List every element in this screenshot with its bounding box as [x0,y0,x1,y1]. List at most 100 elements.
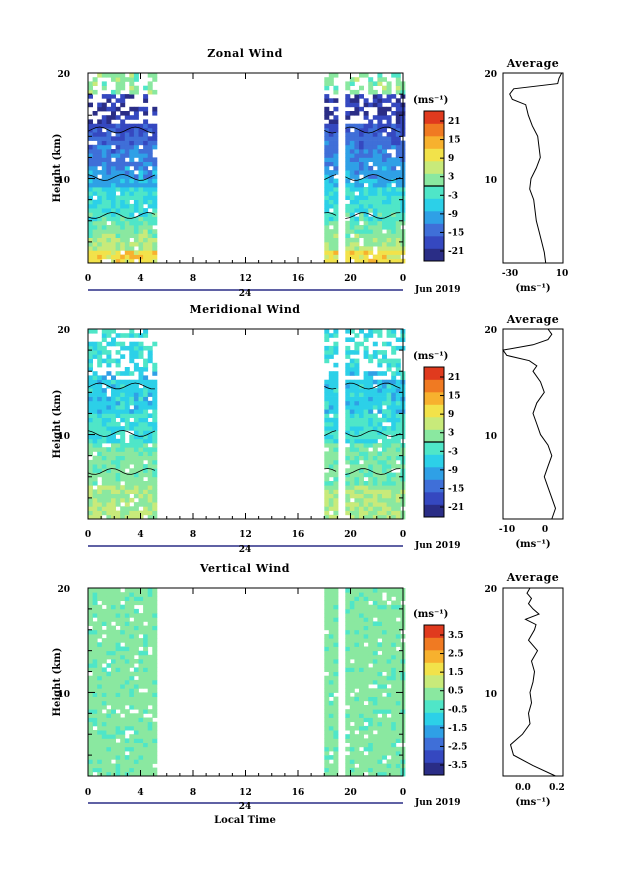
heatmap-cell [354,700,360,706]
heatmap-cell [106,638,112,643]
heatmap-cell [395,345,401,351]
heatmap-cell [368,634,374,639]
heatmap-cell [354,671,360,677]
heatmap-cell [345,187,351,192]
heatmap-cell [92,717,98,723]
heatmap-cell [143,634,149,639]
heatmap-cell [147,153,153,158]
heatmap-cell [138,497,144,503]
heatmap-cell [147,759,153,764]
heatmap-cell [97,667,103,672]
heatmap-cell [324,405,330,410]
heatmap-cell [395,755,401,760]
heatmap-cell [152,182,158,188]
heatmap-cell [324,485,330,490]
heatmap-cell [328,625,334,631]
heatmap-cell [377,350,383,355]
heatmap-cell [349,144,355,150]
heatmap-cell [372,497,378,503]
heatmap-cell [97,750,103,756]
colorbar-tick-label: 21 [448,373,461,383]
heatmap-cell [88,746,93,752]
heatmap-cell [101,115,107,120]
heatmap-cell [368,638,374,643]
heatmap-cell [138,417,144,423]
heatmap-cell [111,755,116,760]
heatmap-cell [115,98,121,103]
heatmap-cell [363,755,369,760]
heatmap-cell [377,700,383,706]
heatmap-cell [115,233,121,238]
heatmap-cell [349,246,355,251]
heatmap-cell [328,405,334,410]
heatmap-cell [88,413,93,418]
heatmap-cell [395,493,401,499]
heatmap-cell [133,77,139,82]
colorbar-step [424,467,444,480]
heatmap-cell [359,502,364,507]
heatmap-cell [386,638,392,643]
heatmap-cell [377,165,383,171]
heatmap-cell [143,430,149,435]
heatmap-cell [328,136,334,141]
heatmap-cell [324,413,330,418]
heatmap-cell [386,216,392,222]
heatmap-cell [133,383,139,389]
heatmap-cell [120,392,126,397]
heatmap-cell [152,421,158,427]
heatmap-cell [359,625,364,631]
heatmap-cell [395,763,401,769]
heatmap-cell [391,771,397,777]
heatmap-cell [120,654,126,660]
heatmap-cell [97,447,103,452]
heatmap-cell [111,725,116,731]
heatmap-cell [106,203,112,209]
profile-title: Average [506,57,560,70]
heatmap-cell [328,734,334,739]
heatmap-cell [359,208,364,213]
heatmap-cell [333,191,339,196]
heatmap-cell [152,730,158,735]
heatmap-cell [386,392,392,397]
heatmap-cell [138,400,144,406]
heatmap-cell [129,409,135,414]
heatmap-cell [359,430,364,435]
heatmap-cell [395,447,401,452]
heatmap-cell [395,392,401,397]
heatmap-cell [386,123,392,129]
heatmap-cell [391,506,397,511]
heatmap-cell [333,170,339,175]
heatmap-cell [152,621,158,626]
heatmap-cell [354,413,360,418]
heatmap-cell [152,417,158,423]
heatmap-cell [324,705,330,710]
heatmap-cell [345,85,351,91]
heatmap-cell [349,77,355,82]
heatmap-cell [147,246,153,251]
heatmap-cell [106,426,112,431]
heatmap-cell [92,497,98,503]
heatmap-cell [152,136,158,141]
heatmap-cell [92,464,98,469]
heatmap-cell [106,187,112,192]
heatmap-cell [143,468,149,473]
heatmap-cell [88,178,93,184]
heatmap-cell [92,371,98,376]
heatmap-cell [368,392,374,397]
heatmap-cell [395,337,401,342]
heatmap-cell [359,94,364,99]
heatmap-cell [124,405,130,410]
heatmap-cell [324,613,330,618]
heatmap-cell [92,688,98,693]
heatmap-cell [324,763,330,769]
heatmap-cell [386,654,392,660]
heatmap-cell [129,684,135,689]
heatmap-cell [97,434,103,440]
colorbar-step [424,442,444,455]
heatmap-cell [115,73,121,78]
heatmap-cell [101,178,107,184]
heatmap-cell [97,102,103,108]
heatmap-cell [97,258,103,264]
heatmap-cell [372,170,378,175]
heatmap-cell [324,216,330,222]
